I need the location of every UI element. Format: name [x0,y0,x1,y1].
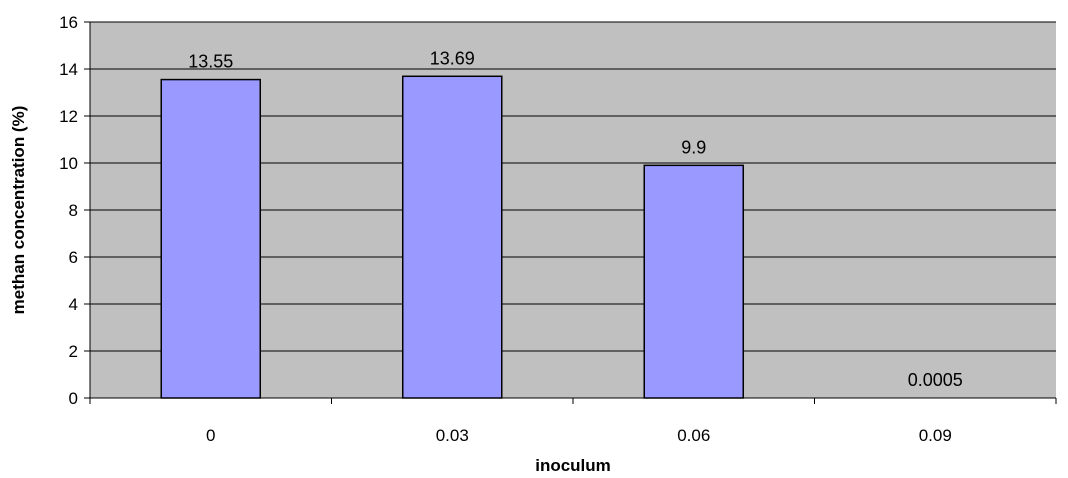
y-tick-label: 14 [59,60,78,79]
y-tick-label: 12 [59,107,78,126]
y-axis-ticks: 0 2 4 6 8 10 12 14 16 [59,13,90,408]
bar-0.03 [401,75,503,399]
y-tick-label: 6 [69,248,78,267]
x-tick-label: 0.09 [919,426,952,445]
data-label: 0.0005 [908,370,963,390]
y-tick-label: 8 [69,201,78,220]
bars [160,75,745,399]
y-tick-label: 10 [59,154,78,173]
data-labels: 13.55 13.69 9.9 0.0005 [188,48,963,390]
x-axis-ticks: 0 0.03 0.06 0.09 [89,398,1057,445]
y-axis-title: methan concentration (%) [9,106,28,315]
x-tick-label: 0.06 [677,426,710,445]
data-label: 13.69 [430,48,475,68]
y-tick-label: 2 [69,342,78,361]
y-tick-label: 16 [59,13,78,32]
y-tick-label: 4 [69,295,78,314]
bar-0.06 [643,164,745,399]
data-label: 13.55 [188,52,233,72]
x-tick-label: 0.03 [436,426,469,445]
bar-0 [160,78,262,399]
x-tick-label: 0 [206,426,215,445]
y-tick-label: 0 [69,389,78,408]
data-label: 9.9 [681,137,706,157]
x-axis-title: inoculum [535,456,611,475]
